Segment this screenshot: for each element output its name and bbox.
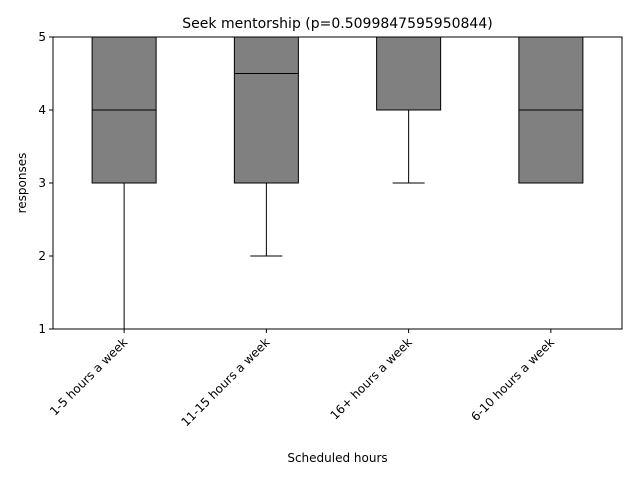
x-tick-label: 1-5 hours a week — [47, 335, 130, 418]
x-axis: 1-5 hours a week 11-15 hours a week 16+ ho… — [47, 329, 557, 429]
x-tick-label: 16+ hours a week — [327, 335, 414, 422]
y-axis: 1 2 3 4 5 — [38, 30, 53, 336]
y-tick-label: 4 — [38, 103, 46, 117]
x-tick-label: 11-15 hours a week — [178, 335, 272, 429]
y-tick-label: 5 — [38, 30, 46, 44]
box-group — [518, 36, 584, 184]
y-tick-label: 3 — [38, 176, 46, 190]
box-group — [91, 36, 157, 330]
y-tick-label: 1 — [38, 322, 46, 336]
plot-area — [91, 36, 584, 330]
box — [233, 36, 299, 184]
chart-title: Seek mentorship (p=0.5099847595950844) — [182, 16, 492, 32]
x-axis-label: Scheduled hours — [287, 451, 387, 465]
y-tick-label: 2 — [38, 249, 46, 263]
x-tick-label: 6-10 hours a week — [468, 335, 557, 424]
box-group — [376, 36, 442, 184]
box-group — [233, 36, 299, 257]
box — [376, 36, 442, 111]
y-axis-label: responses — [15, 153, 29, 214]
